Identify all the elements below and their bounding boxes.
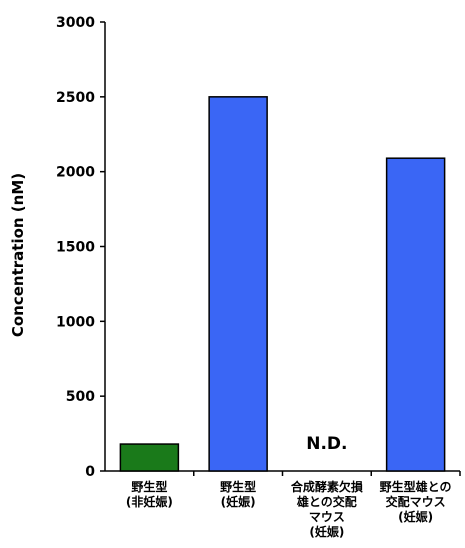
annotations: N.D. — [306, 434, 347, 454]
annotation-label: N.D. — [306, 434, 347, 454]
y-tick-label: 2500 — [56, 90, 95, 106]
y-tick-label: 1500 — [56, 240, 95, 256]
y-tick-label: 3000 — [56, 15, 95, 31]
y-tick-label: 1000 — [56, 314, 95, 330]
y-tick-label: 0 — [85, 464, 95, 480]
x-category-label: 野生型雄との 交配マウス (妊娠) — [379, 480, 452, 524]
y-axis-label: Concentration (nM) — [9, 172, 27, 338]
x-category-label: 合成酵素欠損 雄との交配 マウス (妊娠) — [290, 480, 363, 539]
bar-3 — [385, 157, 446, 472]
y-ticks: 0 500 1000 1500 2000 2500 3000 — [56, 15, 105, 480]
bar-0 — [119, 443, 180, 472]
y-tick-label: 500 — [66, 389, 95, 405]
bars — [119, 96, 446, 472]
bar-1 — [208, 96, 268, 472]
x-category-label: 野生型 (妊娠) — [220, 480, 257, 509]
x-category-label: 野生型 (非妊娠) — [125, 480, 173, 509]
y-tick-label: 2000 — [56, 165, 95, 181]
